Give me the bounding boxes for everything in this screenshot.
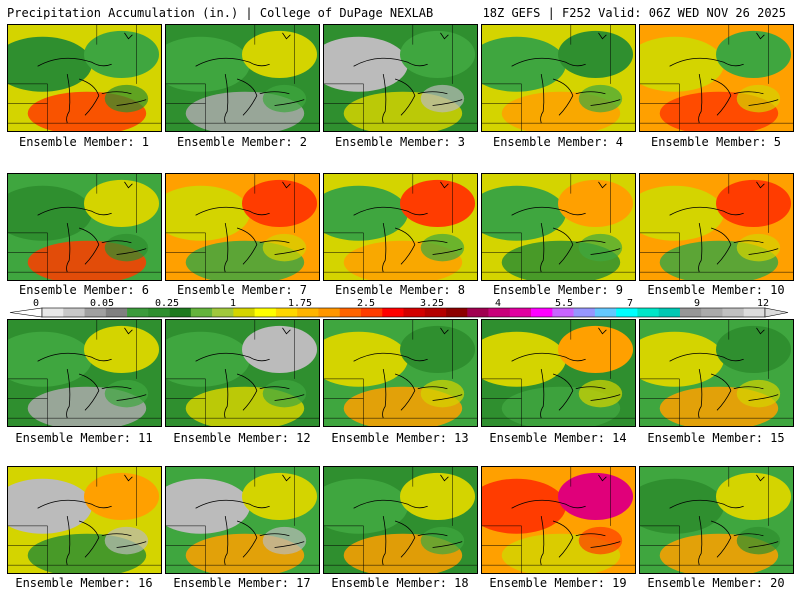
ensemble-member-label: Ensemble Member: 5 [650, 135, 782, 149]
colorbar-swatch [382, 308, 404, 317]
colorbar-swatch [722, 308, 745, 317]
colorbar-swatch [403, 308, 426, 317]
colorbar-swatch [424, 308, 447, 317]
colorbar-swatch [127, 308, 149, 317]
ensemble-map-17 [165, 466, 320, 574]
ensemble-map-7 [165, 173, 320, 281]
ensemble-member-label: Ensemble Member: 9 [492, 283, 624, 297]
ensemble-map-14 [481, 319, 636, 427]
colorbar-swatch [743, 308, 766, 317]
colorbar-swatch [42, 308, 64, 317]
ensemble-member-label: Ensemble Member: 20 [647, 576, 785, 590]
colorbar-swatch [105, 308, 128, 317]
colorbar-swatch [84, 308, 107, 317]
ensemble-member-label: Ensemble Member: 16 [15, 576, 153, 590]
colorbar-tick-label: 5.5 [555, 299, 573, 309]
colorbar-swatch [701, 308, 723, 317]
colorbar-swatch [488, 308, 511, 317]
ensemble-map-15 [639, 319, 794, 427]
ensemble-map-11 [7, 319, 162, 427]
colorbar-swatch [63, 308, 85, 317]
colorbar-tick-label: 1 [230, 299, 236, 309]
ensemble-map-9 [481, 173, 636, 281]
colorbar-swatch [275, 308, 298, 317]
colorbar-swatch [148, 308, 170, 317]
colorbar-swatch [169, 308, 192, 317]
ensemble-member-label: Ensemble Member: 13 [331, 431, 469, 445]
colorbar-tick-label: 12 [757, 299, 769, 309]
colorbar-swatch [446, 308, 468, 317]
colorbar-swatch [658, 308, 681, 317]
colorbar-right-arrow [764, 307, 789, 318]
colorbar-tick-label: 0.25 [155, 299, 179, 309]
colorbar-swatch [679, 308, 702, 317]
colorbar-swatch [360, 308, 383, 317]
colorbar-tick-label: 0.05 [90, 299, 114, 309]
ensemble-member-label: Ensemble Member: 7 [176, 283, 308, 297]
ensemble-map-10 [639, 173, 794, 281]
ensemble-member-label: Ensemble Member: 18 [331, 576, 469, 590]
map-title: Precipitation Accumulation (in.) | Colle… [7, 6, 434, 20]
ensemble-member-label: Ensemble Member: 11 [15, 431, 153, 445]
colorbar-swatch [339, 308, 362, 317]
colorbar-tick-label: 0 [33, 299, 39, 309]
colorbar-tick-label: 2.5 [357, 299, 375, 309]
ensemble-map-13 [323, 319, 478, 427]
ensemble-map-4 [481, 24, 636, 132]
ensemble-member-label: Ensemble Member: 10 [647, 283, 785, 297]
colorbar-swatch [594, 308, 617, 317]
ensemble-map-3 [323, 24, 478, 132]
colorbar-swatch [318, 308, 341, 317]
colorbar-swatch [616, 308, 638, 317]
ensemble-map-6 [7, 173, 162, 281]
ensemble-member-label: Ensemble Member: 15 [647, 431, 785, 445]
colorbar-swatch [552, 308, 574, 317]
ensemble-map-18 [323, 466, 478, 574]
ensemble-member-label: Ensemble Member: 1 [18, 135, 150, 149]
colorbar-tick-label: 4 [495, 299, 501, 309]
colorbar-tick-label: 7 [627, 299, 633, 309]
colorbar-swatch [212, 308, 234, 317]
ensemble-map-1 [7, 24, 162, 132]
ensemble-member-label: Ensemble Member: 4 [492, 135, 624, 149]
ensemble-member-label: Ensemble Member: 8 [334, 283, 466, 297]
ensemble-map-8 [323, 173, 478, 281]
ensemble-member-label: Ensemble Member: 6 [18, 283, 150, 297]
colorbar-swatch [467, 308, 489, 317]
ensemble-member-label: Ensemble Member: 17 [173, 576, 311, 590]
precip-colorbar: 0 0.05 0.25 1 1.75 2.5 3.25 4 5.5 7 9 12 [9, 299, 789, 318]
colorbar-tick-label: 1.75 [288, 299, 312, 309]
colorbar-swatch [254, 308, 277, 317]
ensemble-member-label: Ensemble Member: 12 [173, 431, 311, 445]
colorbar-tick-label: 3.25 [420, 299, 444, 309]
colorbar-swatch [531, 308, 553, 317]
colorbar-tick-label: 9 [694, 299, 700, 309]
ensemble-member-label: Ensemble Member: 14 [489, 431, 627, 445]
colorbar-swatch [190, 308, 213, 317]
colorbar-swatch [573, 308, 596, 317]
ensemble-map-12 [165, 319, 320, 427]
colorbar-swatch [509, 308, 532, 317]
ensemble-member-label: Ensemble Member: 3 [334, 135, 466, 149]
colorbar-swatch [637, 308, 659, 317]
ensemble-map-19 [481, 466, 636, 574]
ensemble-map-5 [639, 24, 794, 132]
ensemble-member-label: Ensemble Member: 19 [489, 576, 627, 590]
ensemble-map-2 [165, 24, 320, 132]
valid-time: 18Z GEFS | F252 Valid: 06Z WED NOV 26 20… [482, 6, 786, 20]
ensemble-map-20 [639, 466, 794, 574]
colorbar-swatch [233, 308, 255, 317]
ensemble-map-16 [7, 466, 162, 574]
colorbar-swatch [297, 308, 319, 317]
ensemble-member-label: Ensemble Member: 2 [176, 135, 308, 149]
colorbar-left-arrow [9, 307, 43, 318]
